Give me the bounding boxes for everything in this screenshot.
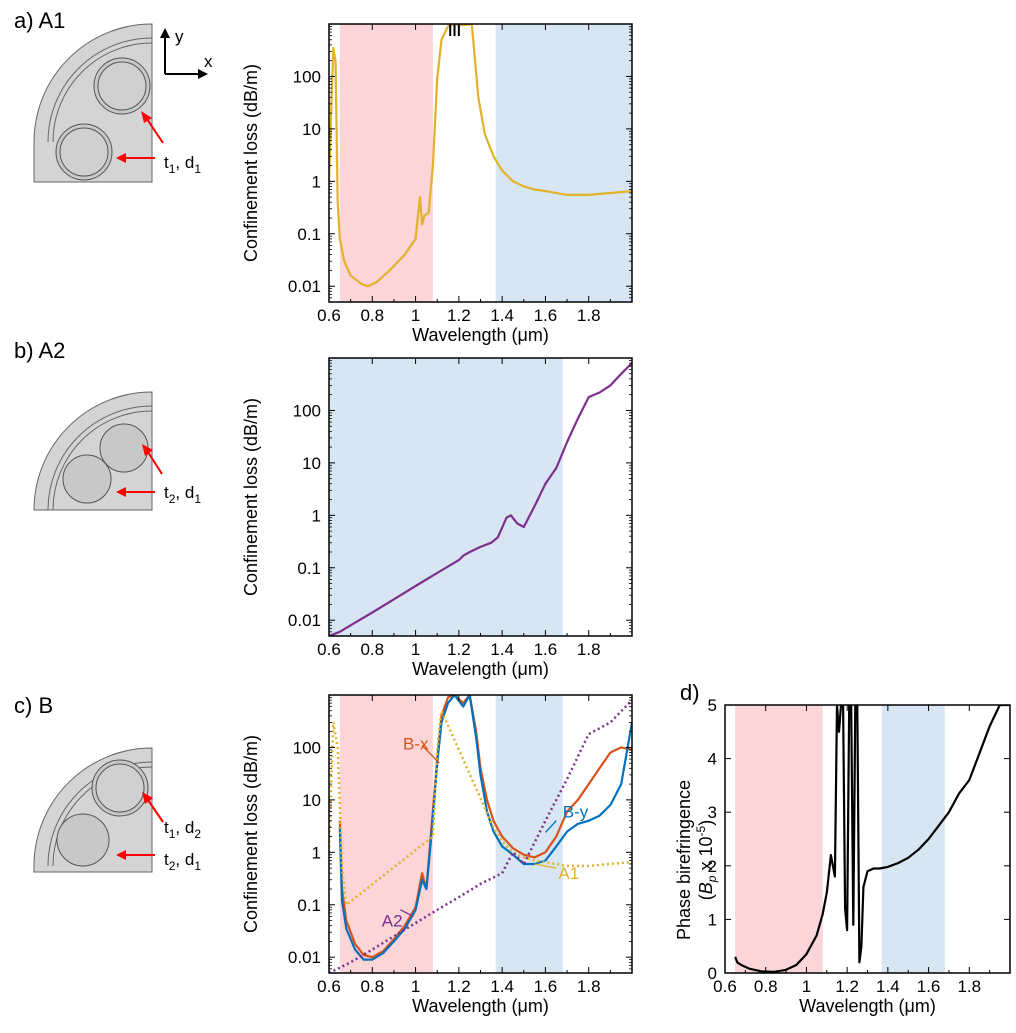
chart-d-ylabel-main: Phase birefringence [674, 780, 694, 940]
chart-a-ytick-label-1: 0.1 [297, 225, 321, 244]
label-a: t1, d1 [164, 153, 201, 176]
chart-d-xtick-label-1: 0.8 [754, 977, 778, 996]
panel-label-c: c) B [14, 693, 53, 718]
chart-c-series-A2 [329, 699, 632, 973]
chart-b-ytick-label-2: 1 [312, 506, 321, 525]
chart-c-xtick-label-2: 1 [411, 977, 420, 996]
chart-c-xtick-label-3: 1.2 [447, 977, 471, 996]
chart-d: 0.6 0.8 1 1.2 1.4 1.6 1.8 0 1 2 3 4 5 Wavelength (μm) [708, 696, 1011, 1016]
chart-b-ytick-label-1: 0.1 [297, 559, 321, 578]
label-c1: t1, d2 [164, 818, 201, 841]
chart-d-ytick-label-0: 0 [708, 964, 717, 983]
chart-a-ytick-label-0: 0.01 [288, 277, 321, 296]
chart-d-xtick-label-3: 1.2 [835, 977, 859, 996]
chart-b-ytick-label-3: 10 [302, 454, 321, 473]
chart-c-band-red [339, 695, 433, 973]
chart-c-xtick-label-0: 0.6 [317, 977, 341, 996]
chart-c-series-A1 [329, 709, 632, 907]
chart-d-band-blue [881, 705, 945, 973]
chart-d-ytick-label-5: 5 [708, 696, 717, 715]
chart-a-ytick-label-2: 1 [312, 172, 321, 191]
chart-c-ytick-label-1: 0.1 [297, 896, 321, 915]
fiber-schematic-c: t1, d2 t2, d1 [33, 747, 201, 873]
chart-b-xtick-label-0: 0.6 [317, 640, 341, 659]
chart-b-xtick-label-2: 1 [411, 640, 420, 659]
chart-b-ylabel: Confinement loss (dB/m) [241, 398, 261, 596]
chart-d-xtick-label-2: 1 [802, 977, 811, 996]
chart-c-annot-B-y: B-y [563, 803, 589, 822]
chart-c-band-blue [495, 695, 563, 973]
chart-b-ytick-label-0: 0.01 [288, 611, 321, 630]
chart-d-band-red [735, 705, 823, 973]
chart-d-ytick-label-3: 3 [708, 803, 717, 822]
chart-d-xtick-label-6: 1.8 [957, 977, 981, 996]
chart-b-xtick-label-5: 1.6 [534, 640, 558, 659]
chart-a-band-red [339, 24, 433, 302]
chart-a-band-blue [495, 24, 632, 302]
chart-c-annot-leader-1 [544, 820, 557, 833]
fiber-schematic-b: t2, d1 [33, 391, 201, 511]
chart-d-ytick-label-1: 1 [708, 910, 717, 929]
chart-a-xtick-label-4: 1.4 [490, 306, 514, 325]
chart-c-annot-B-x: B-x [403, 734, 429, 753]
axis-glyph-x: x [204, 52, 213, 71]
chart-c-ytick-label-4: 100 [293, 738, 321, 757]
fiber-schematic-a: t1, d1 y x [33, 23, 213, 183]
chart-c-ylabel: Confinement loss (dB/m) [241, 735, 261, 933]
chart-a-ylabel: Confinement loss (dB/m) [241, 64, 261, 262]
chart-c-annot-A2: A2 [382, 912, 403, 931]
chart-d-series-Bp [734, 705, 1010, 973]
chart-a-xtick-label-2: 1 [411, 306, 420, 325]
chart-d-xtick-label-4: 1.4 [876, 977, 900, 996]
chart-b-xtick-label-4: 1.4 [490, 640, 514, 659]
chart-a-xtick-label-1: 0.8 [360, 306, 384, 325]
chart-d-ytick-label-2: 2 [708, 857, 717, 876]
panel-label-a: a) A1 [14, 8, 65, 33]
chart-a-ytick-label-4: 100 [293, 67, 321, 86]
chart-c-annot-leader-3 [400, 909, 414, 917]
chart-b-xtick-label-3: 1.2 [447, 640, 471, 659]
chart-a-ytick-label-3: 10 [302, 120, 321, 139]
chart-d-ylabel-sub: (Bp x 10-5) [694, 820, 719, 900]
chart-c-ytick-label-0: 0.01 [288, 948, 321, 967]
chart-b-xtick-label-6: 1.8 [577, 640, 601, 659]
chart-c-ytick-label-2: 1 [312, 843, 321, 862]
chart-b-xtick-label-1: 0.8 [360, 640, 384, 659]
label-c2: t2, d1 [164, 850, 201, 873]
chart-a-xtick-label-0: 0.6 [317, 306, 341, 325]
chart-b-ytick-label-4: 100 [293, 401, 321, 420]
panel-label-d: d) [680, 680, 700, 705]
chart-c-xtick-label-4: 1.4 [490, 977, 514, 996]
chart-c-xtick-label-6: 1.8 [577, 977, 601, 996]
panel-label-b: b) A2 [14, 338, 65, 363]
chart-a-xlabel: Wavelength (μm) [412, 325, 549, 345]
chart-c-xlabel: Wavelength (μm) [412, 996, 549, 1016]
chart-c-xtick-label-5: 1.6 [534, 977, 558, 996]
chart-a: 0.6 0.8 1 1.2 1.4 1.6 1.8 0.01 0.1 1 10 100 Waveleng… [241, 23, 633, 345]
label-b: t2, d1 [164, 483, 201, 506]
chart-c-ytick-label-3: 10 [302, 791, 321, 810]
chart-c-xtick-label-1: 0.8 [360, 977, 384, 996]
chart-d-xtick-label-5: 1.6 [917, 977, 941, 996]
chart-b-series-A2 [329, 362, 632, 636]
chart-a-series-A1 [329, 24, 632, 288]
chart-c-annot-A1: A1 [558, 864, 579, 883]
chart-d-xtick-label-0: 0.6 [713, 977, 737, 996]
chart-c: 0.6 0.8 1 1.2 1.4 1.6 1.8 0.01 0.1 1 10 100 Waveleng… [241, 694, 633, 1016]
chart-a-xtick-label-3: 1.2 [447, 306, 471, 325]
chart-b-xlabel: Wavelength (μm) [412, 659, 549, 679]
chart-d-ylabel: Phase birefringence (Bp x 10-5) [674, 780, 719, 940]
chart-c-annot-leader-0 [421, 744, 440, 764]
chart-d-ytick-label-4: 4 [708, 750, 717, 769]
chart-a-xtick-label-5: 1.6 [534, 306, 558, 325]
chart-d-xlabel: Wavelength (μm) [799, 996, 936, 1016]
chart-b-band-blue [329, 358, 563, 636]
chart-a-xtick-label-6: 1.8 [577, 306, 601, 325]
chart-c-annot-leader-2 [534, 863, 557, 869]
chart-c-series-By [338, 695, 632, 961]
chart-b: 0.6 0.8 1 1.2 1.4 1.6 1.8 0.01 0.1 1 10 100 Waveleng… [241, 357, 633, 679]
axis-glyph-y: y [175, 27, 184, 46]
